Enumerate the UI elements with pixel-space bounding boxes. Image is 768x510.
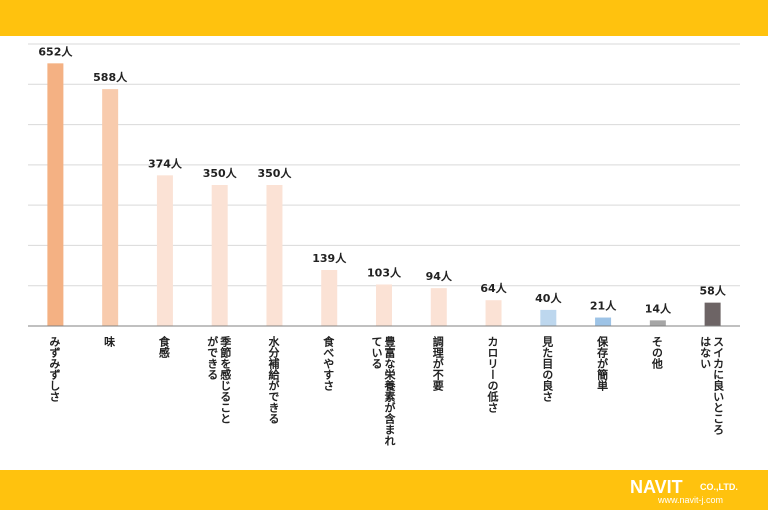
bar [321, 270, 338, 326]
value-label: 64人 [480, 281, 507, 295]
top-banner [0, 0, 768, 36]
bar [102, 89, 119, 327]
bar [485, 300, 502, 326]
category-label-line: ができる [206, 335, 219, 381]
category-label: 食感 [157, 335, 170, 359]
logo-url-text: www.navit-j.com [658, 495, 724, 505]
bar [540, 309, 557, 326]
bar [47, 63, 64, 326]
category-label: 見た目の良さ [541, 336, 555, 403]
value-labels: 652人 588人 374人 350人 350人 139人 103人 94人 64人 40人 21人… [38, 44, 726, 315]
logo-main-text: NAVIT [630, 477, 683, 497]
bars [47, 63, 721, 327]
category-label-line: はない [699, 336, 712, 369]
category-label-line: その他 [650, 336, 664, 370]
category-label-line: 季節を感じること [219, 335, 233, 424]
category-label: 水分補給ができる [267, 335, 281, 425]
logo-suffix-text: CO.,LTD. [700, 482, 738, 492]
category-label: 食べやすさ [322, 335, 335, 392]
category-label: みずみずしさ [48, 336, 61, 403]
value-label: 374人 [148, 156, 183, 170]
bar [376, 284, 392, 326]
value-label: 350人 [257, 166, 292, 180]
category-label-line: 食べやすさ [322, 335, 335, 392]
category-label-line: 保存が簡単 [596, 335, 610, 392]
bottom-banner [0, 470, 768, 510]
category-label: その他 [650, 336, 664, 370]
value-label: 94人 [426, 269, 453, 283]
category-label-line: 調理が不要 [431, 335, 444, 392]
value-label: 139人 [312, 251, 347, 265]
category-label: 保存が簡単 [596, 335, 610, 392]
category-label: 調理が不要 [431, 335, 444, 392]
category-label-line: 食感 [157, 335, 170, 359]
category-label-line: 味 [103, 335, 116, 348]
bar [595, 317, 612, 326]
category-label-line: みずみずしさ [48, 336, 61, 403]
bar [266, 185, 283, 326]
value-label: 652人 [38, 44, 73, 58]
bar [430, 288, 447, 326]
bar [156, 175, 173, 326]
value-label: 58人 [699, 284, 726, 298]
value-label: 14人 [645, 301, 672, 315]
gridlines [28, 43, 740, 287]
company-logo: NAVIT CO.,LTD. www.navit-j.com [630, 478, 756, 506]
value-label: 40人 [535, 291, 562, 305]
category-label: カロリーの低さ [486, 336, 500, 414]
bar [211, 185, 228, 326]
category-label-line: カロリーの低さ [486, 336, 500, 414]
category-label-line: 水分補給ができる [267, 335, 281, 425]
category-label-line: スイカに良いところ [712, 336, 725, 436]
category-label-line: 見た目の良さ [541, 336, 555, 403]
bar [649, 320, 666, 326]
value-label: 588人 [93, 70, 128, 84]
category-label-line: ている [370, 336, 383, 370]
value-label: 350人 [203, 166, 238, 180]
value-label: 103人 [367, 266, 402, 280]
value-label: 21人 [590, 299, 617, 313]
category-label: 味 [103, 335, 116, 348]
category-label-line: 豊富な栄養素が含まれ [383, 335, 397, 446]
bar [704, 302, 721, 326]
